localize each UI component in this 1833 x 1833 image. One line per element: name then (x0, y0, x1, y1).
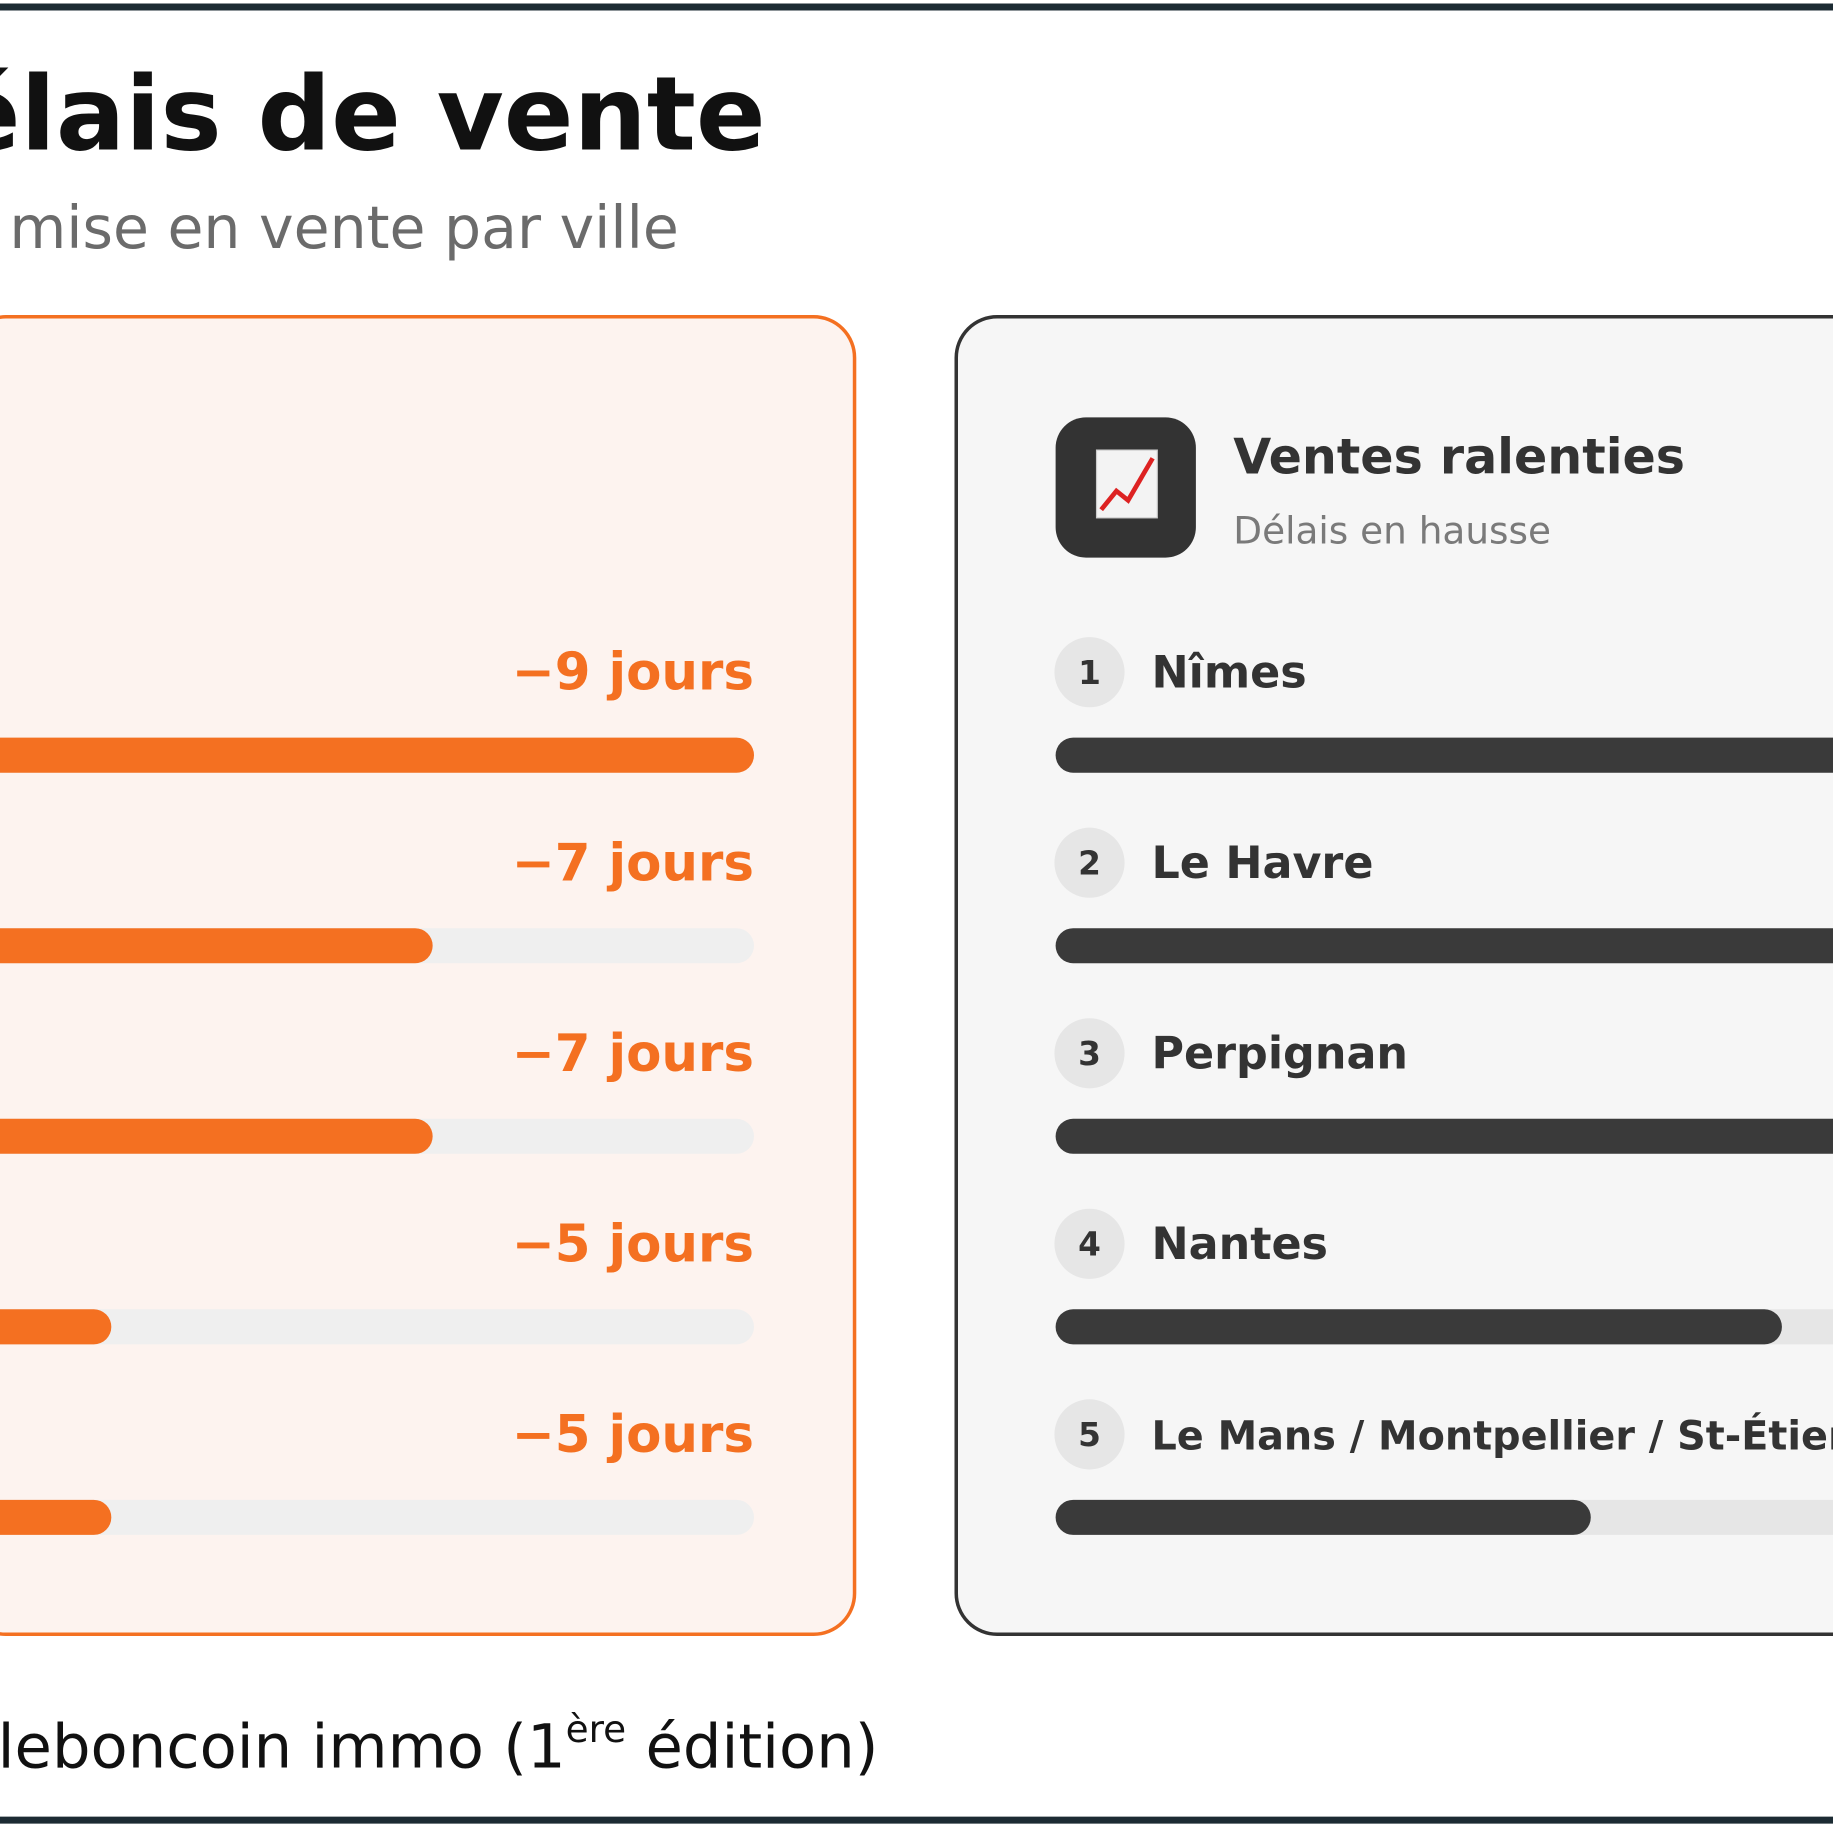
bar (0, 928, 433, 964)
city-name: Perpignan (1151, 1028, 1408, 1079)
rank-badge (1054, 827, 1125, 898)
city-name: Nantes (1151, 1219, 1328, 1270)
rank-number: 5 (1078, 1416, 1101, 1454)
rank-badge (1054, 1399, 1125, 1470)
bar (0, 1499, 112, 1535)
value-label: −7 jours (512, 1024, 754, 1084)
value-label: −5 jours (512, 1214, 754, 1274)
page-subtitle: mise en vente par ville (9, 194, 678, 262)
footer: leboncoin immo (1ère édition) (0, 1707, 878, 1783)
rank-number: 3 (1078, 1035, 1101, 1073)
footer-sup: ère (566, 1707, 627, 1751)
bar (1055, 737, 1833, 773)
left-card (0, 315, 857, 1637)
bar (1055, 1118, 1833, 1154)
rank-badge (1054, 637, 1125, 708)
city-name: Le Mans / Montpellier / St-Étienne (1151, 1413, 1833, 1460)
right-card (954, 315, 1833, 1637)
bar-track (0, 1499, 755, 1535)
bar (0, 737, 755, 773)
card-icon (1055, 417, 1196, 558)
bar-track (0, 1309, 755, 1345)
bar (1055, 928, 1833, 964)
city-name: Le Havre (1151, 838, 1373, 889)
value-label: −9 jours (512, 643, 754, 703)
card-title: Ventes ralenties (1233, 427, 1685, 485)
city-name: Nîmes (1151, 647, 1306, 698)
card-subtitle: Délais en hausse (1233, 509, 1551, 553)
value-label: −5 jours (512, 1405, 754, 1465)
bar (0, 1118, 433, 1154)
value-label: −7 jours (512, 833, 754, 893)
page-title: délais de vente (0, 56, 766, 175)
bar (1055, 1499, 1591, 1535)
footer-tail: édition) (626, 1713, 878, 1783)
bar (0, 1309, 112, 1345)
rank-badge (1054, 1018, 1125, 1089)
rank-number: 2 (1078, 844, 1101, 882)
footer-text: leboncoin immo (1 (0, 1713, 566, 1783)
rank-number: 4 (1078, 1226, 1101, 1264)
rank-badge (1054, 1208, 1125, 1279)
bar (1055, 1309, 1782, 1345)
rank-number: 1 (1078, 654, 1101, 692)
